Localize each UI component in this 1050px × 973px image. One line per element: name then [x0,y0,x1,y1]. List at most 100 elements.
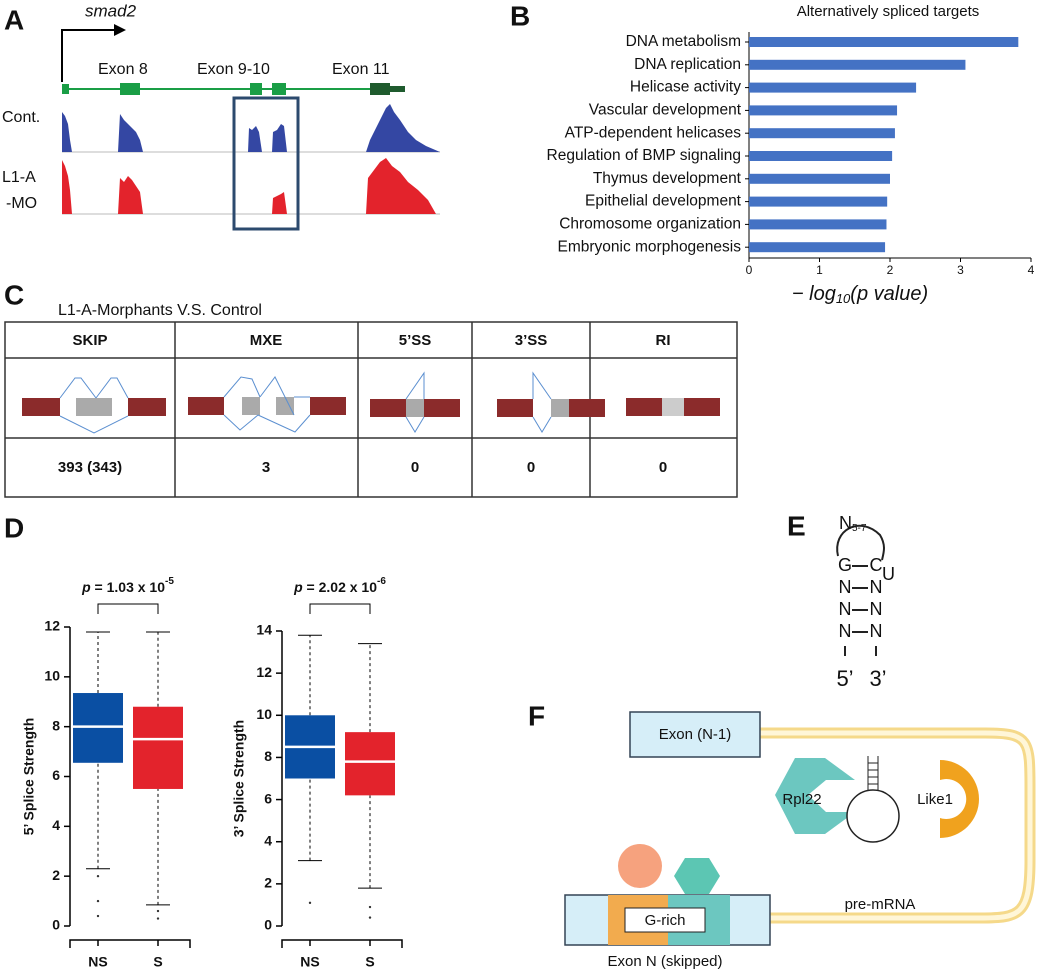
strand-end: 5’ [836,666,853,691]
model-diagram-part [674,858,720,894]
y-tick-label: 2 [264,875,272,891]
p-value: p = 1.03 x 10-5 [81,576,174,595]
transcript-label: pre-mRNA [845,896,916,913]
event-count: 0 [411,459,419,476]
x-axis [69,939,191,948]
splice-diagram-part [424,399,460,417]
box [133,706,183,789]
table-title: L1-A-Morphants V.S. Control [58,302,262,319]
p-value: p = 2.02 x 10-6 [293,576,386,595]
bar [749,128,895,139]
y-tick-label: 4 [264,832,272,848]
gene-track-part [272,192,287,214]
gene-track-part [232,96,300,231]
splice-diagram-part [497,399,533,417]
y-tick-label: 12 [44,618,60,634]
model-diagram-part [760,730,1033,921]
splice-diagram-part [59,415,129,434]
column-header: RI [656,332,671,349]
track-label: Cont. [2,109,40,126]
x-axis-label-part: − log [792,283,836,305]
outlier [96,874,100,878]
model-diagram-part [618,844,662,888]
hairpin-lines-part [836,524,885,561]
y-tick-label: Embryonic morphogenesis [557,238,741,255]
gene-track-part [272,124,287,152]
outlier [96,914,100,918]
bar [749,37,1019,47]
base: C [870,555,883,575]
model-diagram-part [624,907,706,933]
column-header: 5’SS [399,332,432,349]
bar [749,242,886,253]
gene-track-part [390,86,405,92]
bar [749,59,966,70]
model-diagram [564,711,1036,946]
y-tick-label: 12 [256,664,272,680]
protein-label: Like1 [917,791,953,808]
gene-track-part [118,176,143,214]
loop-base: N [839,513,852,533]
panel-label: D [4,512,24,543]
x-axis [281,939,403,948]
y-axis-label: 5’ Splice Strength [21,718,37,835]
y-tick-label: ATP-dependent helicases [565,124,742,141]
gene-track-part [62,160,72,214]
base: G [838,555,852,575]
base: N [870,599,883,619]
gene-track-part [120,83,140,95]
column-header: 3’SS [515,332,548,349]
outlier [156,917,160,920]
event-count: 3 [262,459,270,476]
gene-track-part [62,84,69,94]
panel-label: B [510,0,530,31]
splice-diagram-part [532,371,552,400]
motif-label: G-rich [645,912,686,929]
gene-track-part [248,126,262,152]
splice-diagram-part [76,398,112,416]
outlier [308,901,312,905]
y-tick-label: Regulation of BMP signaling [547,147,741,164]
gene-track-part [62,112,72,152]
x-tick-label: 2 [887,263,894,277]
y-tick-label: 2 [52,867,60,883]
y-tick-label: 10 [44,668,60,684]
outlier [368,916,372,919]
splice-diagram-part [406,399,424,417]
splice-diagram-part [59,377,97,399]
model-diagram-part [846,789,900,843]
splice-diagram-part [257,414,311,433]
splice-diagram-part [223,376,261,398]
base: N [870,621,883,641]
splice-diagram-part [95,377,129,399]
splice-diagram-part [405,416,425,433]
splice-diagram-part [310,397,346,415]
outlier [368,905,372,909]
gene-track-part [272,83,286,95]
splice-diagram-part [128,398,166,416]
model-diagram-part [940,760,979,838]
bar [749,219,887,230]
gene-track-part [366,158,436,214]
panel-label: E [787,510,806,541]
y-tick-label: 4 [52,817,60,833]
box [345,732,395,796]
y-tick-label: 0 [264,917,272,933]
track-label: L1-A [2,169,36,186]
bar [749,105,898,116]
column-header: SKIP [72,332,107,349]
model-diagram-part [629,711,761,758]
y-tick-label: 8 [52,717,60,733]
panel-label: F [528,700,545,731]
panel-label: C [4,279,24,310]
p-value-part: = 1.03 x 10 [91,579,166,595]
y-axis-label: 3’ Splice Strength [231,720,247,837]
splice-diagram-part [569,399,605,417]
x-tick-label: NS [300,954,319,970]
splice-diagram-part [684,398,720,416]
x-tick-label: S [365,954,374,970]
table-grid-part [4,321,738,498]
y-tick-label: 6 [52,767,60,783]
x-tick-label: 0 [746,263,753,277]
base: N [839,599,852,619]
